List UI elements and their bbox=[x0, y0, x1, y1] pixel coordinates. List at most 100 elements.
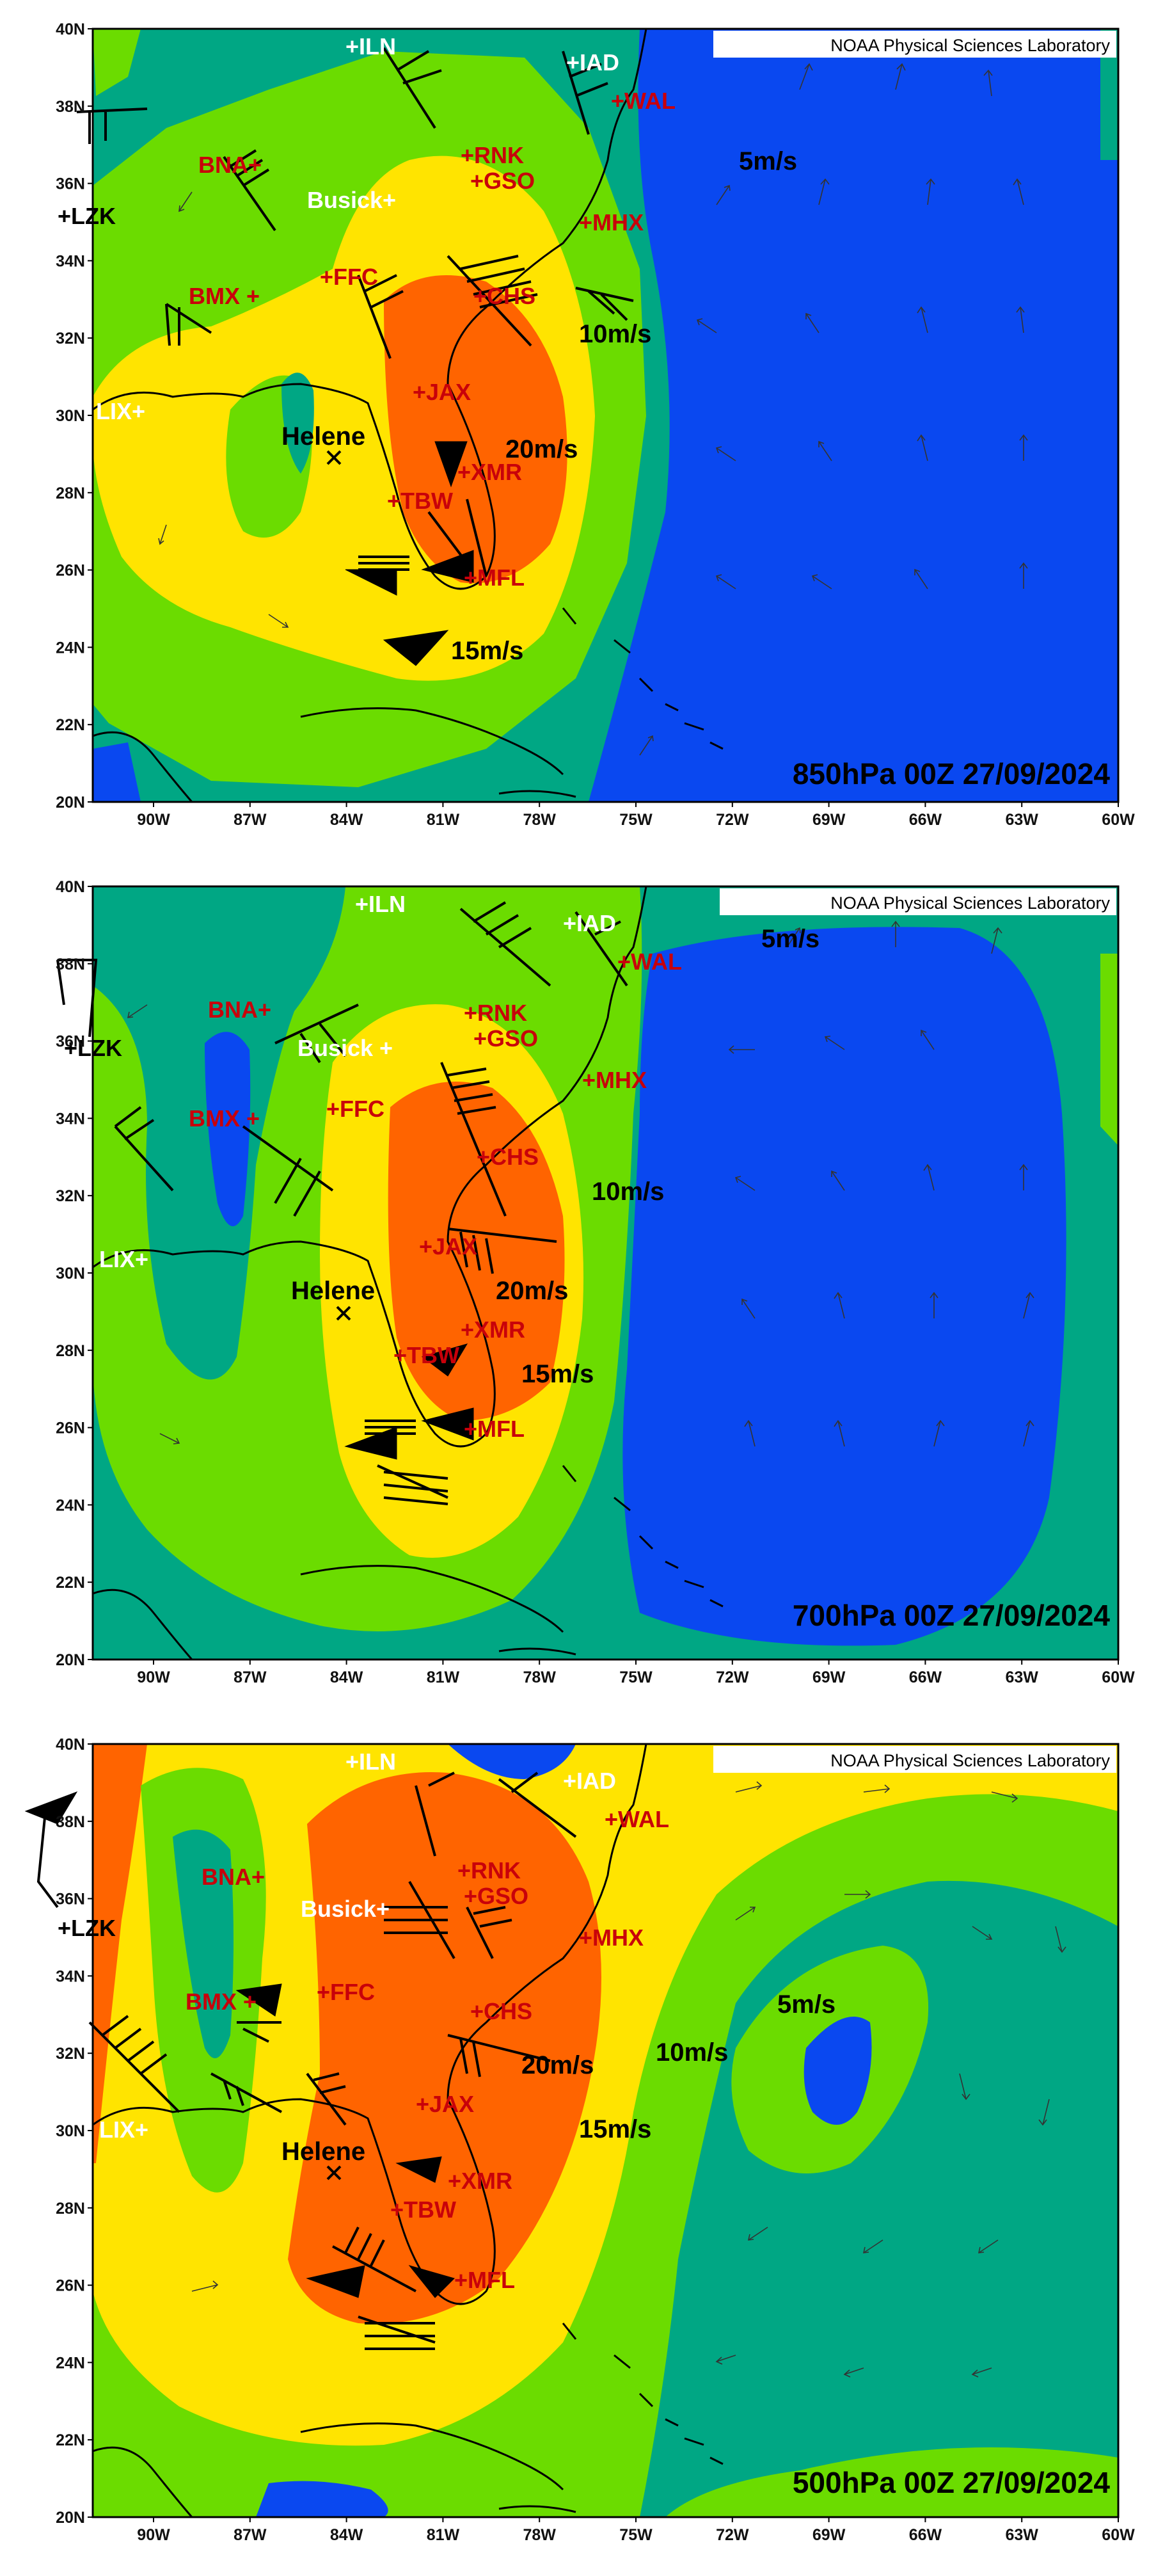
wind-barbs bbox=[56, 901, 628, 1505]
credit-box bbox=[713, 1746, 1116, 1773]
speed-label-20: 20m/s bbox=[521, 2051, 594, 2079]
station-lix: LIX+ bbox=[99, 1246, 148, 1272]
lon-tick-label: 60W bbox=[1102, 811, 1135, 829]
lon-tick-label: 75W bbox=[619, 1668, 653, 1686]
speed-label-15: 15m/s bbox=[451, 637, 523, 665]
wind-arrows bbox=[191, 1781, 1066, 2378]
lon-tick-label: 66W bbox=[909, 1668, 942, 1686]
lat-tick-label: 34N bbox=[56, 1110, 85, 1128]
station-mfl: +MFL bbox=[454, 2267, 515, 2293]
station-tbw: +TBW bbox=[390, 2196, 456, 2223]
lon-tick-label: 81W bbox=[427, 2526, 460, 2544]
station-busick: Busick + bbox=[297, 1035, 393, 1061]
lat-tick-label: 24N bbox=[56, 1496, 85, 1514]
lon-tick-label: 66W bbox=[909, 811, 942, 829]
lat-tick-label: 38N bbox=[56, 98, 85, 116]
lon-tick-label: 69W bbox=[812, 811, 846, 829]
station-lix: LIX+ bbox=[99, 2116, 148, 2143]
lon-tick-label: 84W bbox=[330, 2526, 363, 2544]
lon-tick-label: 63W bbox=[1005, 2526, 1038, 2544]
station-chs: +CHS bbox=[470, 1998, 532, 2024]
station-ffc: +FFC bbox=[317, 1979, 375, 2005]
speed-label-20: 20m/s bbox=[496, 1277, 568, 1305]
station-bmx: BMX + bbox=[189, 283, 260, 309]
station-iad: +IAD bbox=[563, 910, 616, 936]
lat-tick-label: 34N bbox=[56, 1967, 85, 1985]
lat-tick-label: 28N bbox=[56, 484, 85, 502]
storm-center-marker bbox=[336, 1306, 351, 1321]
station-mhx: +MHX bbox=[582, 1067, 647, 1093]
lon-tick-label: 84W bbox=[330, 1668, 363, 1686]
wind-barbs bbox=[36, 1772, 577, 2350]
lat-tick-label: 20N bbox=[56, 794, 85, 812]
credit-box bbox=[713, 31, 1116, 58]
lon-tick-label: 75W bbox=[619, 2526, 653, 2544]
lon-tick-label: 84W bbox=[330, 811, 363, 829]
lat-tick-label: 32N bbox=[56, 330, 85, 348]
lon-tick-label: 60W bbox=[1102, 1668, 1135, 1686]
station-iad: +IAD bbox=[566, 49, 619, 76]
lat-tick-label: 28N bbox=[56, 2200, 85, 2218]
lon-tick-label: 60W bbox=[1102, 2526, 1135, 2544]
speed-label-10: 10m/s bbox=[592, 1178, 664, 1206]
storm-center-marker bbox=[326, 450, 342, 465]
speed-label-5: 5m/s bbox=[761, 925, 820, 953]
lon-tick-label: 78W bbox=[523, 1668, 556, 1686]
credit-label: NOAA Physical Sciences Laboratory bbox=[830, 36, 1110, 55]
station-lix: LIX+ bbox=[96, 398, 145, 424]
lat-tick-label: 36N bbox=[56, 175, 85, 193]
coastline bbox=[93, 886, 724, 1660]
lat-tick-label: 40N bbox=[56, 1736, 85, 1754]
lon-tick-label: 75W bbox=[619, 811, 653, 829]
lon-tick-label: 63W bbox=[1005, 811, 1038, 829]
lat-tick-label: 32N bbox=[56, 1187, 85, 1205]
credit-label: NOAA Physical Sciences Laboratory bbox=[830, 893, 1110, 913]
station-iln: +ILN bbox=[355, 891, 406, 917]
lat-tick-label: 40N bbox=[56, 878, 85, 896]
speed-label-15: 15m/s bbox=[521, 1360, 594, 1388]
lat-tick-label: 20N bbox=[56, 1651, 85, 1669]
panel-500hpa: NOAA Physical Sciences Laboratory +ILN +… bbox=[0, 1715, 1172, 2573]
lat-tick-label: 26N bbox=[56, 1420, 85, 1437]
speed-label-5: 5m/s bbox=[777, 1990, 835, 2019]
lon-tick-label: 69W bbox=[812, 1668, 846, 1686]
panel-700hpa: NOAA Physical Sciences Laboratory +ILN +… bbox=[0, 858, 1172, 1715]
station-xmr: +XMR bbox=[457, 459, 522, 485]
coastline bbox=[93, 29, 724, 802]
panel-850hpa: NOAA Physical Sciences Laboratory +ILN +… bbox=[0, 0, 1172, 858]
wind-barb-flags bbox=[344, 1343, 474, 1460]
lat-tick-label: 22N bbox=[56, 1574, 85, 1592]
lat-tick-label: 22N bbox=[56, 716, 85, 734]
lat-tick-label: 30N bbox=[56, 407, 85, 425]
station-tbw: +TBW bbox=[387, 488, 453, 514]
credit-box bbox=[720, 888, 1116, 915]
wind-arrows bbox=[127, 920, 1034, 1447]
map-850hpa: NOAA Physical Sciences Laboratory +ILN +… bbox=[56, 20, 1135, 829]
station-bna: BNA+ bbox=[202, 1864, 265, 1890]
lon-tick-label: 66W bbox=[909, 2526, 942, 2544]
station-tbw: +TBW bbox=[393, 1342, 459, 1368]
lon-tick-label: 87W bbox=[234, 811, 267, 829]
wind-speed-contours bbox=[93, 29, 1118, 802]
station-gso: +GSO bbox=[464, 1883, 528, 1909]
station-mhx: +MHX bbox=[579, 1924, 644, 1951]
station-gso: +GSO bbox=[470, 168, 535, 194]
lat-tick-label: 30N bbox=[56, 2122, 85, 2140]
lon-tick-label: 72W bbox=[716, 1668, 749, 1686]
lon-tick-label: 90W bbox=[137, 2526, 170, 2544]
station-busick: Busick+ bbox=[307, 187, 396, 213]
station-wal: +WAL bbox=[611, 88, 676, 114]
station-lzk: +LZK bbox=[58, 1915, 116, 1941]
lon-tick-label: 87W bbox=[234, 1668, 267, 1686]
lat-tick-label: 20N bbox=[56, 2509, 85, 2527]
lon-tick-label: 81W bbox=[427, 811, 460, 829]
wind-barb-flags bbox=[24, 1791, 455, 2298]
station-ffc: +FFC bbox=[320, 264, 378, 290]
station-chs: +CHS bbox=[473, 283, 535, 309]
lat-tick-label: 38N bbox=[56, 1813, 85, 1831]
panel-title: 500hPa 00Z 27/09/2024 bbox=[793, 2466, 1111, 2499]
station-lzk: +LZK bbox=[58, 203, 116, 229]
lat-tick-label: 26N bbox=[56, 562, 85, 580]
station-wal: +WAL bbox=[605, 1806, 669, 1832]
lon-tick-label: 78W bbox=[523, 2526, 556, 2544]
